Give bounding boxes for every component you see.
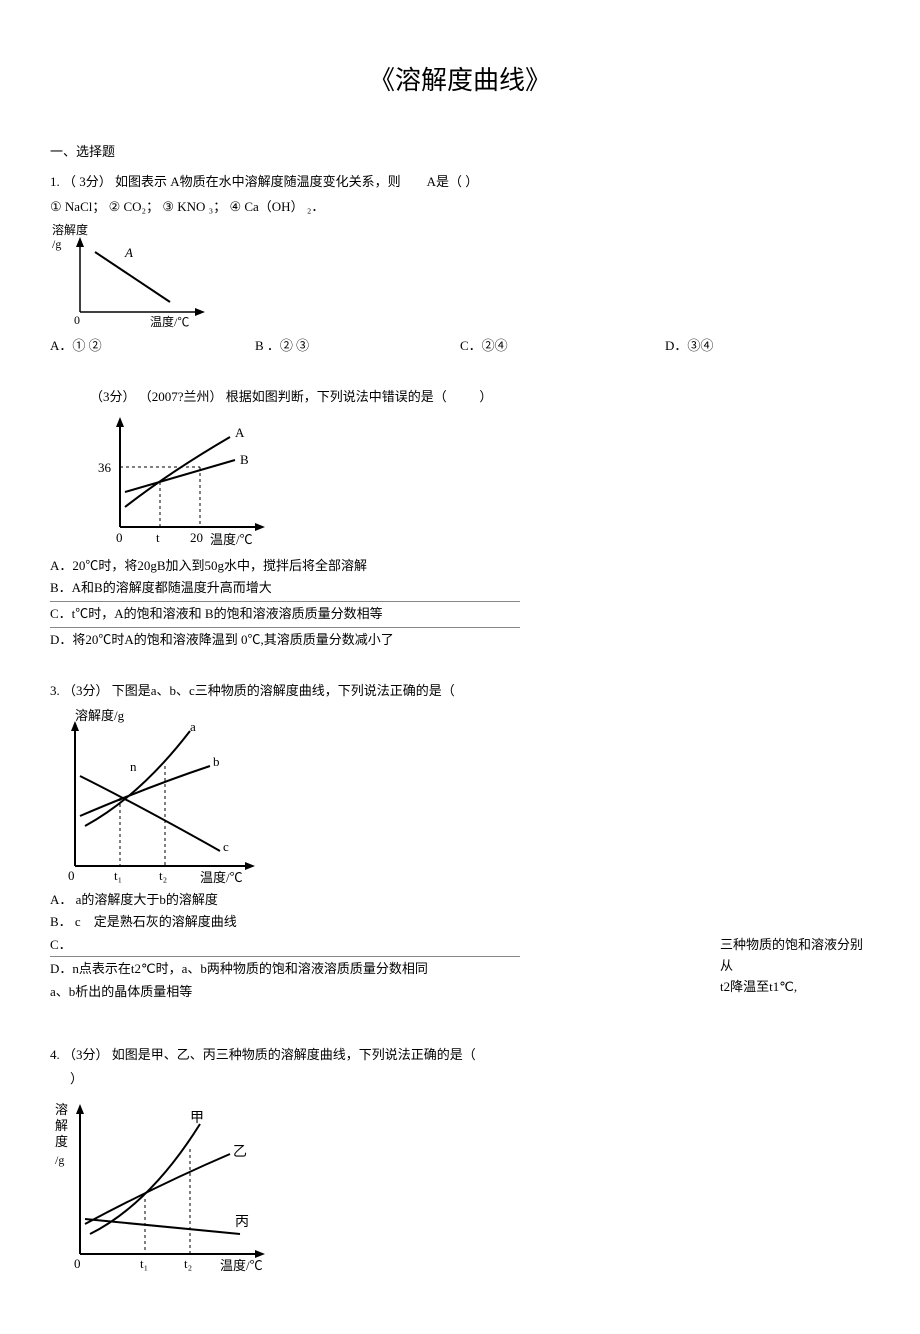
question-2: （3分） （2007?兰州） 根据如图判断，下列说法中错误的是（ ） A B 3… <box>50 387 870 651</box>
q2-opt-b: B．A和B的溶解度都随温度升高而增大 <box>50 578 520 602</box>
section-heading: 一、选择题 <box>50 142 870 163</box>
q2-graph: A B 36 0 t 20 温度/℃ <box>80 412 280 552</box>
q2-opt-c: C．t℃时，A的饱和溶液和 B的饱和溶液溶质质量分数相等 <box>50 604 520 628</box>
svg-text:B: B <box>240 452 249 467</box>
svg-text:温度/℃: 温度/℃ <box>210 532 253 547</box>
svg-text:n: n <box>130 759 137 774</box>
q1-series-a: A <box>124 245 133 260</box>
q3-pts: （3分） <box>63 683 109 698</box>
q1-opt-a: A．① ② <box>50 336 255 357</box>
svg-text:丙: 丙 <box>235 1215 249 1230</box>
q1-choices: A．① ② B ．② ③ C．②④ D．③④ <box>50 336 870 357</box>
svg-text:温度/℃: 温度/℃ <box>200 870 243 885</box>
q4-paren: ） <box>50 1069 870 1090</box>
svg-text:温度/℃: 温度/℃ <box>220 1258 263 1273</box>
q1-opt-c: C．②④ <box>460 336 665 357</box>
svg-text:t₁: t₁ <box>114 868 122 883</box>
q1-stem1: 如图表示 A物质在水中溶解度随温度变化关系，则 <box>115 174 401 189</box>
q3-opt-a: A． a的溶解度大于b的溶解度 <box>50 890 870 911</box>
svg-text:解: 解 <box>55 1118 68 1133</box>
q1-opt-b: B ．② ③ <box>255 336 460 357</box>
q3-opt-c: C． <box>50 935 520 957</box>
svg-text:t₂: t₂ <box>159 868 167 883</box>
q1-ylabel2: /g <box>52 237 61 251</box>
q3-opt-b: B． c 定是熟石灰的溶解度曲线 <box>50 912 870 933</box>
q4-stem: 如图是甲、乙、丙三种物质的溶解度曲线，下列说法正确的是（ <box>112 1047 476 1062</box>
question-1: 1. （ 3分） 如图表示 A物质在水中溶解度随温度变化关系，则 A是（ ） ①… <box>50 172 870 356</box>
q1-xlabel: 温度/℃ <box>150 314 189 329</box>
q1-graph: 溶解度 /g A 0 温度/℃ <box>50 222 220 332</box>
q3-right-note: 三种物质的饱和溶液分别从 t2降温至t1℃, <box>720 935 870 997</box>
svg-text:36: 36 <box>98 460 112 475</box>
question-4: 4. （3分） 如图是甲、乙、丙三种物质的溶解度曲线，下列说法正确的是（ ） 溶… <box>50 1045 870 1275</box>
q1-stem2: A是（ ） <box>427 174 479 189</box>
q4-pts: （3分） <box>63 1047 109 1062</box>
svg-text:度: 度 <box>55 1134 68 1149</box>
q2-stem: 根据如图判断，下列说法中错误的是（ <box>226 389 447 404</box>
svg-text:b: b <box>213 754 220 769</box>
q1-ylabel1: 溶解度 <box>52 222 88 237</box>
q2-opt-d: D．将20℃时A的饱和溶液降温到 0℃,其溶质质量分数减小了 <box>50 630 870 651</box>
svg-text:c: c <box>223 839 229 854</box>
question-3: 3. （3分） 下图是a、b、c三种物质的溶解度曲线，下列说法正确的是（ 溶解度… <box>50 681 870 1005</box>
q1-opt-d: D．③④ <box>665 336 870 357</box>
svg-text:20: 20 <box>190 530 203 545</box>
q2-opt-a: A．20℃时，将20gB加入到50g水中，搅拌后将全部溶解 <box>50 556 870 577</box>
svg-text:0: 0 <box>68 868 75 883</box>
q2-src: （2007?兰州） <box>139 389 223 404</box>
q4-graph: 溶 解 度 /g 甲 乙 丙 0 t₁ t₂ 温度/℃ <box>50 1094 280 1274</box>
svg-text:乙: 乙 <box>233 1144 247 1160</box>
q3-num: 3. <box>50 683 60 698</box>
svg-text:甲: 甲 <box>190 1111 204 1126</box>
svg-text:溶解度/g: 溶解度/g <box>75 708 125 723</box>
q4-num: 4. <box>50 1047 60 1062</box>
svg-text:t: t <box>156 530 160 545</box>
q2-pts: （3分） <box>90 389 136 404</box>
q1-pts: （ 3分） <box>63 174 112 189</box>
q2-paren: ） <box>479 389 492 404</box>
q3-graph: 溶解度/g a b c n 0 t₁ t₂ 温度/℃ <box>50 706 270 886</box>
svg-text:A: A <box>235 425 245 440</box>
svg-text:溶: 溶 <box>55 1102 68 1117</box>
svg-text:t₂: t₂ <box>184 1256 192 1271</box>
svg-text:0: 0 <box>74 313 80 327</box>
q1-num: 1. <box>50 174 60 189</box>
q3-stem: 下图是a、b、c三种物质的溶解度曲线，下列说法正确的是（ <box>112 683 455 698</box>
svg-text:t₁: t₁ <box>140 1256 148 1271</box>
page-title: 《溶解度曲线》 <box>50 60 870 102</box>
q1-stem3: ① NaCl； ② CO₂； ③ KNO ₃； ④ Ca（OH） ₂． <box>50 197 870 218</box>
svg-text:0: 0 <box>116 530 123 545</box>
svg-text:0: 0 <box>74 1256 81 1271</box>
svg-text:a: a <box>190 719 196 734</box>
svg-text:/g: /g <box>55 1153 64 1167</box>
